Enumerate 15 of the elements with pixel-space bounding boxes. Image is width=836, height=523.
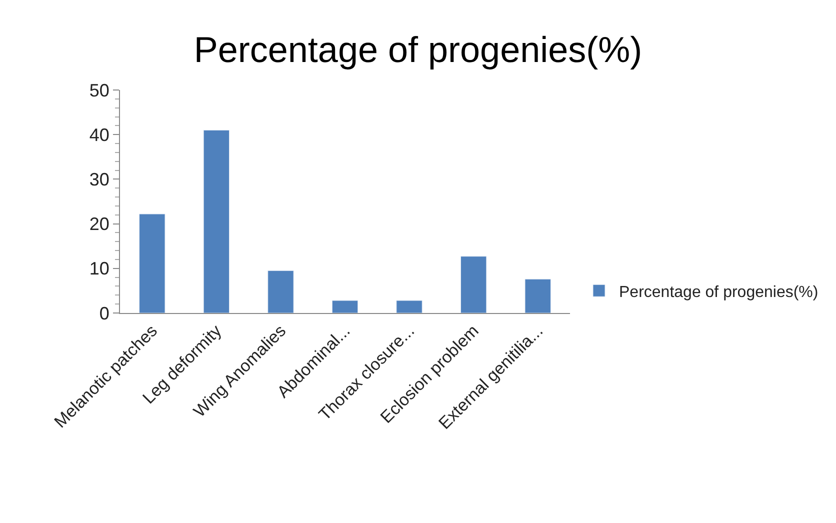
y-tick-label: 50	[89, 80, 110, 100]
bar	[460, 256, 487, 313]
bar	[524, 278, 551, 313]
bar	[332, 300, 358, 313]
legend-label: Percentage of progenies(%)	[619, 284, 818, 301]
bar	[396, 300, 422, 313]
bar	[139, 214, 166, 313]
bar	[203, 130, 230, 313]
y-tick-label: 0	[99, 303, 110, 324]
chart-title: Percentage of progenies(%)	[194, 28, 642, 70]
bar	[268, 270, 294, 313]
y-tick-label: 40	[89, 124, 110, 145]
y-tick-label: 10	[89, 258, 110, 279]
y-tick-label: 20	[89, 214, 110, 234]
y-tick-label: 30	[89, 170, 110, 190]
